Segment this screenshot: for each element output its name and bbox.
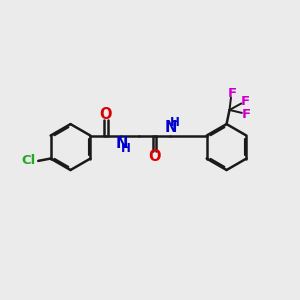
- Text: N: N: [116, 136, 128, 151]
- Text: H: H: [170, 116, 179, 129]
- Text: F: F: [228, 87, 237, 100]
- Text: H: H: [121, 142, 131, 155]
- Text: Cl: Cl: [22, 154, 36, 167]
- Text: O: O: [148, 149, 161, 164]
- Text: F: F: [241, 95, 250, 108]
- Text: N: N: [164, 120, 177, 135]
- Text: F: F: [242, 108, 250, 121]
- Text: O: O: [100, 107, 112, 122]
